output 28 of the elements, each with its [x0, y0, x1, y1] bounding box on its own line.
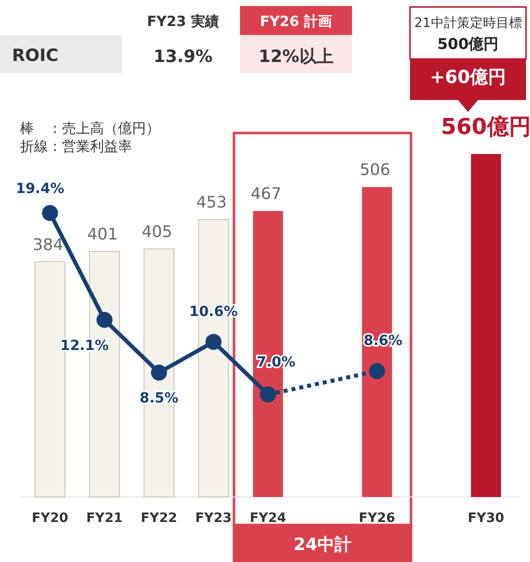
annotation: 折線：営業利益率 — [20, 139, 132, 155]
data-label: 401 — [87, 224, 118, 244]
text: 500億円 — [437, 35, 499, 53]
data-label: 12.1% — [60, 338, 109, 354]
data-label: 560億円 — [441, 115, 530, 140]
x-tick-label: FY24 — [250, 511, 286, 526]
x-tick-label: FY30 — [468, 511, 504, 526]
data-label: 405 — [142, 222, 172, 241]
data-label: 384 — [32, 234, 64, 254]
text: ROIC — [12, 46, 58, 66]
text: 棒 ：売上高（億円） — [20, 121, 160, 137]
x-tick-label: FY20 — [32, 511, 68, 526]
data-label: 506 — [360, 160, 390, 180]
data-label: 19.4% — [16, 181, 64, 197]
text: +60億円 — [430, 67, 506, 88]
x-tick-label: FY21 — [86, 511, 123, 526]
text: FY23 実績 — [146, 13, 220, 30]
x-tick-label: FY22 — [140, 511, 178, 526]
data-label: 453 — [196, 192, 227, 212]
data-label: 8.5% — [140, 390, 178, 407]
x-tick-label: FY26 — [358, 511, 396, 526]
x-tick-label: FY23 — [195, 511, 232, 526]
text: 13.9% — [154, 47, 212, 67]
text: FY26 計画 — [260, 14, 332, 30]
text: 21中計策定時目標 — [414, 16, 522, 31]
text: 24中計 — [294, 535, 352, 555]
text: 12%以上 — [258, 47, 334, 67]
data-label: 467 — [250, 184, 282, 203]
